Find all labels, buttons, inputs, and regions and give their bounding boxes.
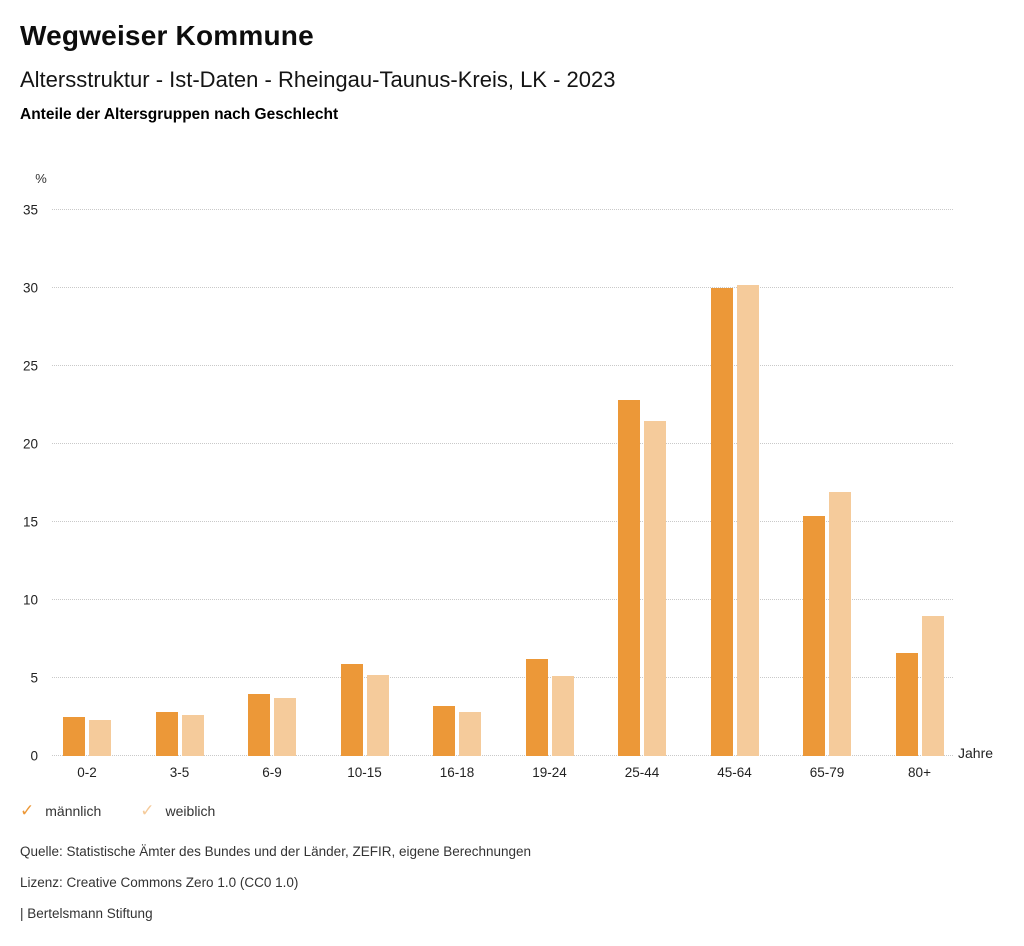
bar-maennlich-25-44[interactable] (618, 400, 640, 756)
gridline-35 (52, 209, 953, 210)
x-axis: 0-2 3-5 6-9 10-15 16-18 19-24 25-44 45-64 65-79 8… (52, 765, 953, 785)
bar-chart: % 0 5 10 15 20 25 30 35 0-2 3-5 6-9 10-15 16-18 19-2… (0, 171, 994, 785)
legend-item-maennlich[interactable]: ✓ männlich (20, 802, 101, 819)
chart-subtitle: Altersstruktur - Ist-Daten - Rheingau-Ta… (20, 67, 616, 92)
gridline-20 (52, 443, 953, 444)
bar-group-25-44 (618, 210, 666, 756)
bar-weiblich-3-5[interactable] (181, 715, 204, 756)
plot-area (52, 209, 953, 756)
gridline-25 (52, 365, 953, 366)
y-tick-10: 10 (22, 592, 38, 608)
y-tick-20: 20 (22, 436, 38, 452)
bar-maennlich-65-79[interactable] (803, 515, 825, 756)
legend: ✓ männlich ✓ weiblich (20, 802, 215, 819)
y-tick-5: 5 (30, 670, 38, 686)
y-axis: 0 5 10 15 20 25 30 35 (0, 203, 38, 764)
bar-weiblich-10-15[interactable] (366, 674, 389, 756)
bar-group-3-5 (155, 210, 204, 756)
x-tick-6-9: 6-9 (262, 765, 282, 780)
x-tick-65-79: 65-79 (809, 765, 845, 780)
y-tick-15: 15 (22, 514, 38, 530)
bar-maennlich-6-9[interactable] (248, 693, 270, 756)
x-tick-3-5: 3-5 (169, 765, 190, 780)
check-icon: ✓ (20, 801, 35, 820)
bar-weiblich-45-64[interactable] (736, 284, 759, 756)
bar-group-65-79 (803, 210, 851, 756)
bar-maennlich-10-15[interactable] (340, 663, 363, 756)
legend-label-weiblich: weiblich (165, 802, 216, 819)
bar-maennlich-0-2[interactable] (63, 717, 85, 756)
gridline-30 (52, 287, 953, 288)
x-tick-0-2: 0-2 (77, 765, 97, 780)
check-icon: ✓ (140, 801, 155, 820)
attribution-text: | Bertelsmann Stiftung (20, 906, 153, 921)
bar-group-6-9 (248, 210, 296, 756)
y-tick-35: 35 (22, 202, 38, 218)
x-tick-16-18: 16-18 (439, 765, 475, 780)
gridline-15 (52, 521, 953, 522)
bar-maennlich-3-5[interactable] (155, 712, 178, 756)
y-tick-30: 30 (22, 280, 38, 296)
bar-group-19-24 (525, 210, 574, 756)
bar-group-45-64 (710, 210, 759, 756)
bar-group-16-18 (433, 210, 481, 756)
gridline-0 (52, 755, 953, 756)
bar-group-10-15 (340, 210, 389, 756)
page-title: Wegweiser Kommune (20, 20, 314, 51)
bar-maennlich-16-18[interactable] (433, 706, 455, 756)
x-axis-unit-label: Jahre (958, 745, 994, 761)
source-text: Quelle: Statistische Ämter des Bundes un… (20, 844, 532, 859)
bar-weiblich-6-9[interactable] (274, 698, 296, 756)
y-axis-unit-label: % (35, 171, 47, 186)
gridline-10 (52, 599, 953, 600)
gridline-5 (52, 677, 953, 678)
legend-item-weiblich[interactable]: ✓ weiblich (140, 802, 215, 819)
bar-weiblich-16-18[interactable] (459, 712, 481, 756)
bar-group-80+ (895, 210, 944, 756)
bar-maennlich-80+[interactable] (895, 653, 918, 756)
bar-group-0-2 (63, 210, 111, 756)
x-tick-80+: 80+ (908, 765, 931, 780)
x-tick-45-64: 45-64 (717, 765, 752, 780)
bar-weiblich-0-2[interactable] (89, 720, 111, 756)
y-tick-0: 0 (30, 748, 38, 764)
bar-weiblich-19-24[interactable] (551, 676, 574, 756)
bar-weiblich-65-79[interactable] (829, 492, 851, 756)
bar-weiblich-25-44[interactable] (644, 420, 666, 756)
chart-measure-title: Anteile der Altersgruppen nach Geschlech… (20, 106, 339, 123)
license-text: Lizenz: Creative Commons Zero 1.0 (CC0 1… (20, 875, 299, 890)
x-tick-10-15: 10-15 (347, 765, 382, 780)
x-tick-19-24: 19-24 (532, 765, 567, 780)
x-tick-25-44: 25-44 (624, 765, 660, 780)
y-tick-25: 25 (22, 358, 38, 374)
bar-maennlich-19-24[interactable] (525, 659, 548, 756)
bar-maennlich-45-64[interactable] (710, 288, 733, 756)
legend-label-maennlich: männlich (45, 802, 102, 819)
bar-weiblich-80+[interactable] (921, 615, 944, 756)
